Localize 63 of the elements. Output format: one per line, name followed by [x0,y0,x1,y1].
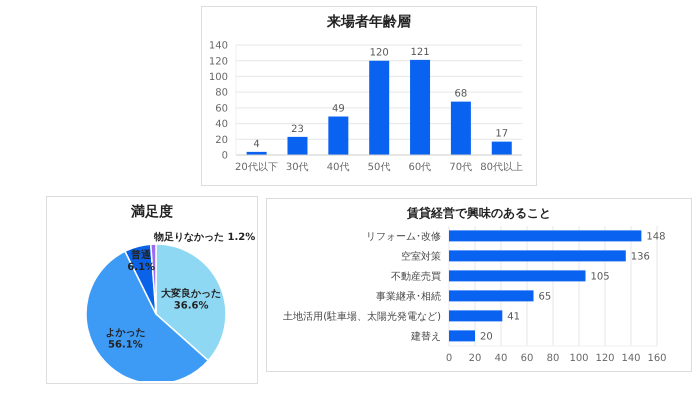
data-label: 65 [538,291,552,302]
bar [449,250,626,262]
bar [449,330,475,342]
bar [369,60,390,155]
y-tick-label: 60 [215,103,228,114]
bar [410,60,430,155]
y-tick-label: 100 [208,72,228,83]
slice-label: 大変良かった [160,287,222,300]
y-tick-label: 0 [222,150,228,162]
chart-title: 満足度 [130,203,174,221]
data-label: 41 [507,311,520,322]
data-label: 105 [590,271,610,282]
y-tick-label: 80 [215,88,228,99]
data-label: 121 [410,46,430,58]
y-tick-label: 20 [215,134,228,146]
x-tick-label: 80代以上 [480,161,523,174]
data-label: 136 [630,251,650,262]
data-label: 4 [253,138,260,150]
data-label: 148 [646,231,666,242]
x-tick-label: 30代 [286,162,309,174]
data-label: 20 [480,331,493,342]
data-label: 17 [495,128,508,140]
data-label: 68 [454,88,468,100]
y-tick-label: 空室対策 [401,250,441,263]
slice-label: 普通 [130,248,152,261]
bar [449,290,534,302]
x-tick-label: 70代 [449,162,472,174]
chart-title: 賃貸経営で興味のあること [406,205,552,222]
x-tick-label: 40代 [326,162,350,174]
x-tick-label: 60代 [408,162,432,174]
data-label: 23 [291,124,304,135]
x-tick-label: 20 [468,353,482,364]
bar [328,116,348,155]
x-tick-label: 120 [595,353,615,364]
bar [449,230,642,242]
x-tick-label: 140 [621,353,641,364]
bar [450,102,471,155]
data-label: 56.1% [108,339,143,350]
y-tick-label: 事業継承･相続 [376,290,441,303]
x-tick-label: 50代 [368,162,390,174]
x-tick-label: 80 [546,353,560,364]
y-tick-label: 土地活用(駐車場、太陽光発電など) [283,310,442,323]
y-tick-label: 120 [208,56,228,68]
y-tick-label: 40 [215,119,228,130]
x-tick-label: 60 [520,353,534,364]
x-tick-label: 100 [569,353,589,364]
y-tick-label: 140 [208,40,228,52]
y-tick-label: リフォーム･改修 [366,232,441,243]
x-tick-label: 160 [647,353,667,364]
x-tick-label: 40 [494,353,508,364]
x-tick-label: 20代以下 [235,161,278,174]
data-label: 49 [332,104,345,114]
slice-label: 物足りなかった 1.2% [153,231,256,243]
slice-label: よかった [105,327,146,338]
chart-title: 来場者年齢層 [326,13,412,31]
data-label: 36.6% [174,300,208,312]
bar [449,270,586,282]
bar [287,136,308,155]
y-tick-label: 建替え [410,330,441,343]
bar [449,310,502,322]
x-tick-label: 0 [446,353,452,364]
bar [492,142,512,155]
y-tick-label: 不動産売買 [391,270,441,283]
